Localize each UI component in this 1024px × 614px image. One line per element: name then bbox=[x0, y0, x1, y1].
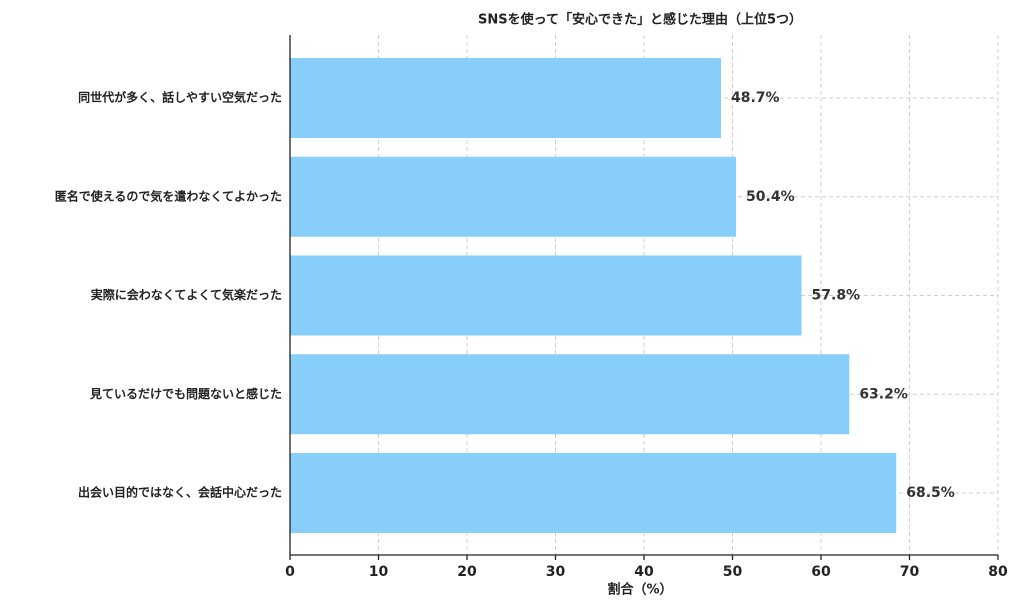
y-tick-label: 見ているだけでも問題ないと感じた bbox=[89, 386, 282, 401]
x-tick-label: 50 bbox=[723, 564, 743, 580]
x-tick-label: 10 bbox=[369, 564, 389, 580]
chart-title: SNSを使って「安心できた」と感じた理由（上位5つ） bbox=[478, 12, 802, 28]
x-axis-label: 割合（%） bbox=[607, 582, 672, 598]
bar bbox=[290, 354, 850, 435]
y-tick-label: 匿名で使えるので気を遣わなくてよかった bbox=[55, 188, 282, 203]
x-tick-label: 40 bbox=[634, 564, 654, 580]
x-tick-label: 20 bbox=[457, 564, 477, 580]
value-label: 57.8% bbox=[812, 288, 861, 304]
value-label: 63.2% bbox=[859, 386, 908, 402]
bar bbox=[290, 255, 802, 336]
y-tick-label: 出会い目的ではなく、会話中心だった bbox=[78, 485, 282, 500]
y-tick-label: 同世代が多く、話しやすい空気だった bbox=[78, 90, 282, 105]
value-label: 68.5% bbox=[906, 485, 955, 501]
bar bbox=[290, 58, 721, 138]
x-tick-label: 70 bbox=[900, 564, 920, 580]
value-label: 48.7% bbox=[731, 90, 780, 106]
x-tick-label: 30 bbox=[546, 564, 566, 580]
bar bbox=[290, 453, 897, 533]
value-label: 50.4% bbox=[746, 189, 795, 205]
x-tick-label: 60 bbox=[811, 564, 831, 580]
x-tick-label: 0 bbox=[285, 564, 295, 580]
bar bbox=[290, 156, 737, 237]
y-tick-label: 実際に会わなくてよくて気楽だった bbox=[91, 287, 282, 302]
x-tick-label: 80 bbox=[988, 564, 1008, 580]
